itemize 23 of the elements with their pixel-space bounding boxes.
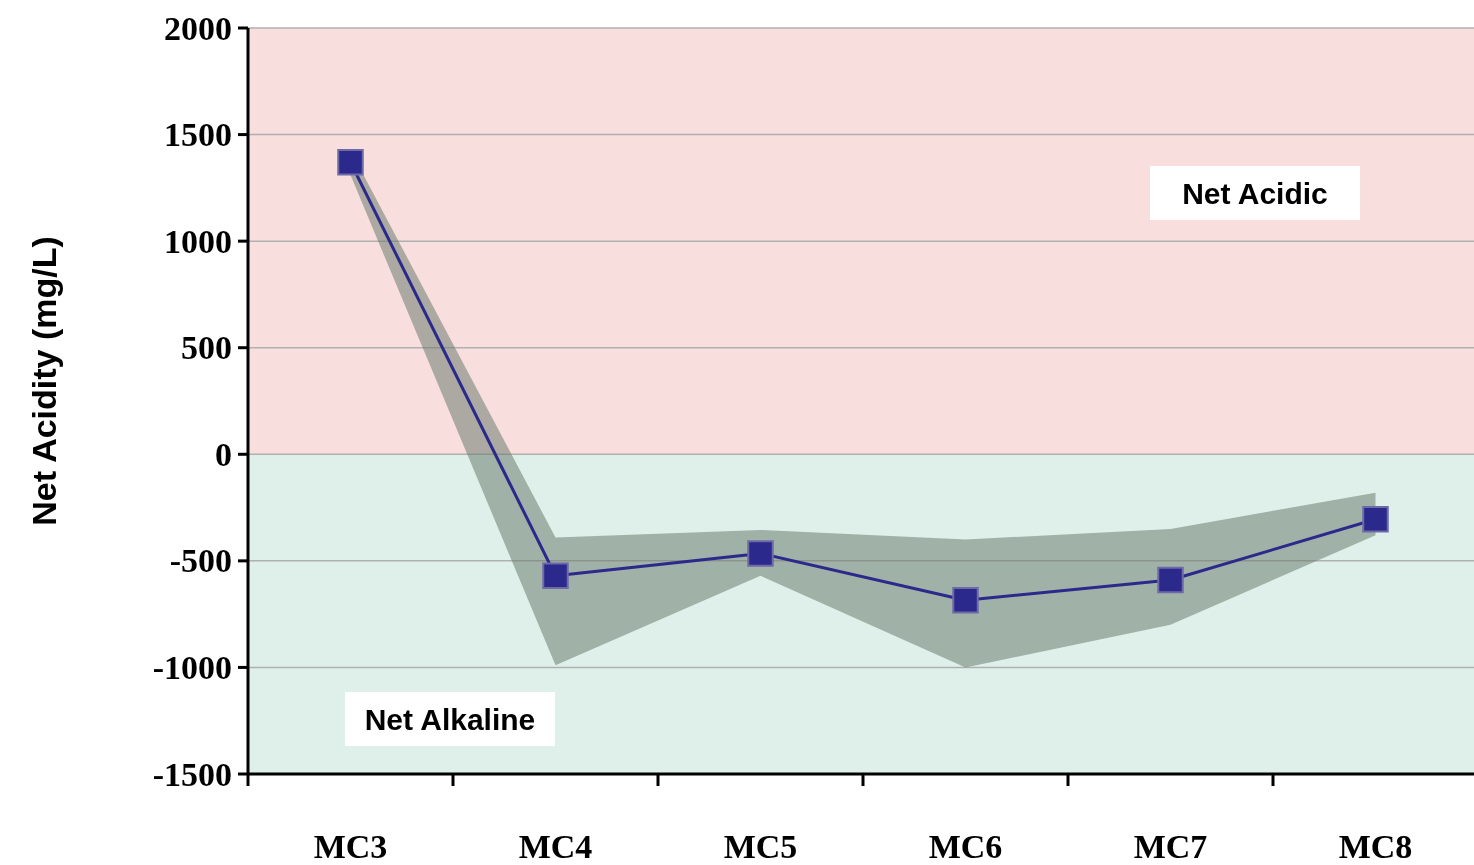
y-tick-label: 1500 [164, 116, 232, 154]
y-tick-label: 0 [215, 435, 232, 473]
point [1157, 566, 1184, 594]
y-tick-label: -1000 [152, 648, 232, 686]
band-label: Net Alkaline [364, 702, 536, 736]
point [1362, 506, 1389, 533]
band-label: Net Acidic [1182, 176, 1328, 210]
x-tick-label: MC6 [928, 827, 1003, 865]
y-tick-label: 1000 [164, 222, 232, 260]
y-tick-label: 2000 [164, 9, 232, 47]
point [747, 540, 774, 567]
point [952, 587, 979, 614]
y-tick-label: 500 [181, 329, 232, 367]
y-axis-title: Net Acidity (mg/L) [25, 236, 63, 526]
x-tick-label: MC3 [313, 827, 388, 865]
x-tick-label: MC7 [1133, 827, 1208, 865]
point [542, 562, 569, 590]
y-tick-label: -1500 [152, 755, 232, 793]
x-tick-label: MC5 [723, 827, 798, 865]
x-tick-label: MC8 [1338, 827, 1413, 865]
x-tick-label: MC4 [518, 827, 593, 865]
y-tick-label: -500 [169, 542, 232, 580]
point [337, 149, 364, 176]
